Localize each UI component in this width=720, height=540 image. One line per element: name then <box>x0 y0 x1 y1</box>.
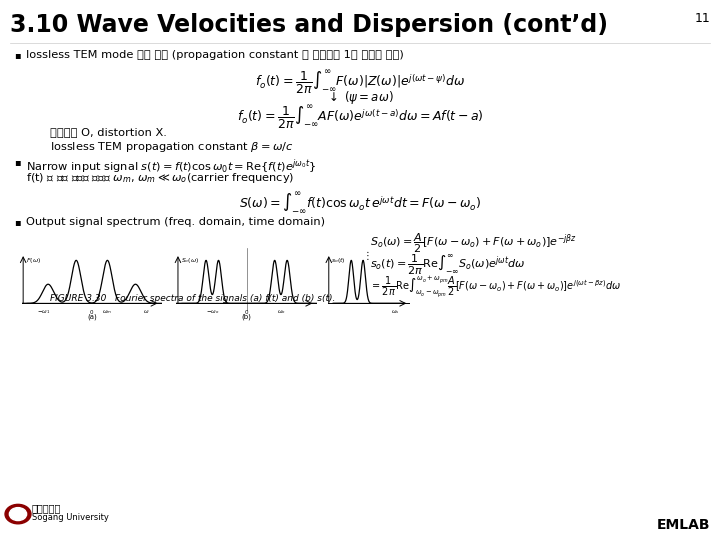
Text: $F(\omega)$: $F(\omega)$ <box>27 255 41 265</box>
Text: $\omega_o$: $\omega_o$ <box>276 308 285 316</box>
Text: 시간지연 O, distortion X.: 시간지연 O, distortion X. <box>50 127 167 137</box>
Text: 11: 11 <box>694 12 710 25</box>
Text: lossless TEM mode 출력 신호 (propagation constant 가 주파수의 1차 함수인 경우): lossless TEM mode 출력 신호 (propagation con… <box>26 50 404 60</box>
Text: $-\omega_o$: $-\omega_o$ <box>206 308 219 316</box>
Text: f(t) 의 높은 주파수 성분을 $\omega_m$, $\omega_m \ll \omega_o$(carrier frequency): f(t) 의 높은 주파수 성분을 $\omega_m$, $\omega_m … <box>26 171 294 185</box>
Text: $\omega_m$: $\omega_m$ <box>102 308 112 316</box>
Text: Output signal spectrum (freq. domain, time domain): Output signal spectrum (freq. domain, ti… <box>26 217 325 227</box>
Text: ▪: ▪ <box>14 50 21 60</box>
Text: Sogang University: Sogang University <box>32 514 109 523</box>
Text: $s_o(t) = \dfrac{1}{2\pi}\mathrm{Re}\int_{-\infty}^{\infty}S_o(\omega)e^{j\omega: $s_o(t) = \dfrac{1}{2\pi}\mathrm{Re}\int… <box>370 253 526 278</box>
Text: lossless TEM propagation constant $\beta = \omega/c$: lossless TEM propagation constant $\beta… <box>50 140 294 154</box>
Text: $\omega$: $\omega$ <box>143 308 150 315</box>
Text: $S_o(\omega)$: $S_o(\omega)$ <box>181 255 199 265</box>
Text: FIGURE 3.30   Fourier spectra of the signals (a) f(t) and (b) s(t).: FIGURE 3.30 Fourier spectra of the signa… <box>50 294 336 303</box>
Text: $S_o(\omega) = \dfrac{A}{2}[F(\omega-\omega_o)+F(\omega+\omega_o)]e^{-j\beta z}$: $S_o(\omega) = \dfrac{A}{2}[F(\omega-\om… <box>370 232 577 255</box>
Text: $= \dfrac{1}{2\pi}\mathrm{Re}\int_{\omega_o-\omega_{pm}}^{\omega_o+\omega_{pm}}\: $= \dfrac{1}{2\pi}\mathrm{Re}\int_{\omeg… <box>370 275 621 300</box>
Text: $0$: $0$ <box>244 308 249 316</box>
Text: 서강대학교: 서강대학교 <box>32 503 61 513</box>
Text: $f_o(t) = \dfrac{1}{2\pi}\int_{-\infty}^{\infty}AF(\omega)e^{j\omega(t-a)}d\omeg: $f_o(t) = \dfrac{1}{2\pi}\int_{-\infty}^… <box>237 103 483 131</box>
Text: $s_o(t)$: $s_o(t)$ <box>331 255 346 265</box>
Text: $\downarrow\ (\psi = a\omega)$: $\downarrow\ (\psi = a\omega)$ <box>326 89 394 106</box>
Text: ▪: ▪ <box>14 217 21 227</box>
Text: 3.10 Wave Velocities and Dispersion (cont’d): 3.10 Wave Velocities and Dispersion (con… <box>10 13 608 37</box>
Text: $-\omega_1$: $-\omega_1$ <box>37 308 50 316</box>
Text: ▪: ▪ <box>14 157 21 167</box>
Text: (a): (a) <box>87 314 96 320</box>
Text: $0$: $0$ <box>89 308 94 316</box>
Text: Narrow input signal $s(t) = f(t)\cos\omega_0 t = \mathrm{Re}\{f(t)e^{j\omega_0 t: Narrow input signal $s(t) = f(t)\cos\ome… <box>26 157 317 176</box>
Text: (b): (b) <box>242 314 251 320</box>
Text: EMLAB: EMLAB <box>657 518 710 532</box>
Text: $f_o(t) = \dfrac{1}{2\pi}\int_{-\infty}^{\infty}F(\omega)|Z(\omega)|e^{j(\omega : $f_o(t) = \dfrac{1}{2\pi}\int_{-\infty}^… <box>255 68 465 96</box>
Text: $S(\omega) = \int_{-\infty}^{\infty}f(t)\cos\omega_o t\, e^{j\omega t}dt = F(\om: $S(\omega) = \int_{-\infty}^{\infty}f(t)… <box>239 191 481 216</box>
Text: $\omega_s$: $\omega_s$ <box>391 308 400 316</box>
Text: $\vdots$: $\vdots$ <box>362 249 369 262</box>
